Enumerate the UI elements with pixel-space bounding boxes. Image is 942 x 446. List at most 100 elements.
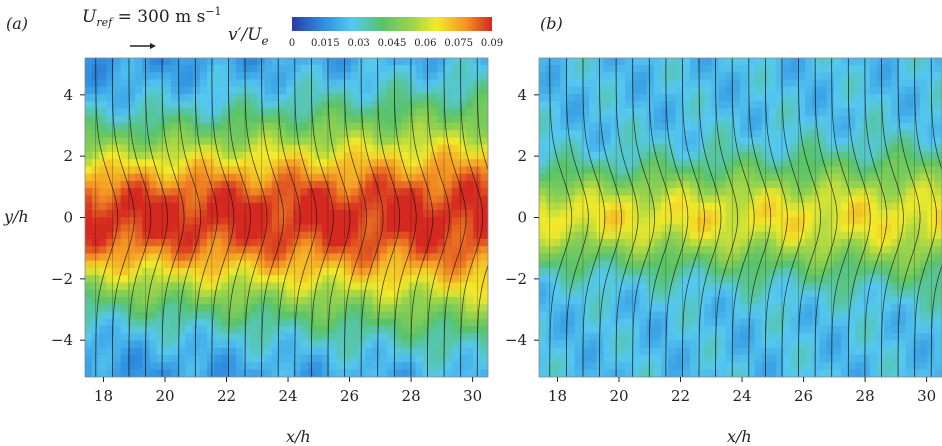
field-cell	[826, 108, 835, 117]
field-cell	[876, 202, 885, 211]
field-cell	[120, 347, 129, 356]
field-cell	[718, 188, 727, 197]
field-cell	[214, 180, 223, 189]
field-cell	[797, 347, 806, 356]
field-cell	[682, 72, 691, 81]
field-cell	[120, 101, 129, 110]
vector-profile	[294, 58, 318, 377]
field-cell	[214, 137, 223, 146]
field-cell	[120, 253, 129, 262]
field-cell	[329, 238, 338, 247]
field-cell	[199, 362, 208, 371]
field-cell	[207, 151, 215, 160]
field-cell	[250, 188, 259, 197]
field-cell	[329, 64, 338, 73]
field-cell	[343, 209, 352, 218]
field-cell	[99, 238, 107, 247]
field-cell	[797, 224, 806, 233]
field-cell	[697, 72, 705, 81]
field-cell	[804, 144, 813, 153]
field-cell	[581, 180, 590, 189]
field-cell	[350, 108, 359, 117]
field-cell	[113, 340, 122, 349]
field-cell	[646, 246, 655, 255]
field-cell	[358, 253, 366, 262]
field-cell	[898, 137, 907, 146]
field-cell	[156, 275, 165, 284]
field-cell	[898, 108, 907, 117]
field-cell	[596, 217, 605, 226]
field-cell	[617, 115, 626, 124]
field-cell	[761, 289, 770, 298]
field-cell	[458, 159, 467, 168]
field-cell	[401, 333, 410, 342]
field-cell	[869, 188, 878, 197]
field-cell	[797, 296, 806, 305]
field-cell	[639, 246, 648, 255]
field-cell	[171, 79, 179, 88]
field-cell	[639, 340, 648, 349]
field-cell	[574, 58, 583, 66]
field-cell	[603, 137, 612, 146]
field-cell	[466, 253, 474, 262]
field-cell	[185, 347, 194, 356]
field-cell	[415, 72, 424, 81]
field-cell	[761, 202, 770, 211]
field-cell	[855, 72, 864, 81]
field-cell	[725, 64, 734, 73]
field-cell	[632, 130, 641, 139]
field-cell	[192, 260, 201, 269]
field-cell	[221, 362, 230, 371]
field-cell	[99, 333, 107, 342]
field-cell	[740, 238, 748, 247]
field-cell	[221, 144, 230, 153]
field-cell	[207, 304, 215, 313]
field-cell	[444, 217, 453, 226]
field-cell	[912, 325, 921, 334]
field-cell	[740, 144, 748, 153]
field-cell	[343, 289, 352, 298]
field-cell	[783, 195, 792, 204]
field-cell	[156, 144, 165, 153]
field-cell	[221, 188, 230, 197]
field-cell	[207, 347, 215, 356]
field-cell	[840, 296, 849, 305]
field-cell	[725, 202, 734, 211]
field-cell	[761, 311, 770, 320]
field-cell	[365, 369, 374, 377]
field-cell	[113, 166, 122, 175]
field-cell	[235, 325, 244, 334]
field-cell	[437, 217, 446, 226]
field-cell	[386, 347, 395, 356]
field-cell	[142, 166, 151, 175]
field-cell	[797, 260, 806, 269]
field-cell	[135, 304, 143, 313]
field-cell	[912, 58, 921, 66]
field-cell	[401, 253, 410, 262]
field-cell	[228, 325, 237, 334]
field-cell	[596, 188, 605, 197]
field-cell	[135, 122, 143, 131]
field-cell	[408, 93, 417, 102]
field-cell	[689, 137, 698, 146]
field-cell	[250, 325, 259, 334]
field-cell	[553, 173, 561, 182]
field-cell	[300, 64, 309, 73]
field-cell	[697, 202, 705, 211]
field-cell	[754, 318, 763, 327]
field-cell	[185, 209, 194, 218]
field-cell	[661, 340, 669, 349]
field-cell	[430, 209, 438, 218]
field-cell	[350, 246, 359, 255]
field-cell	[480, 333, 488, 342]
field-cell	[293, 253, 302, 262]
field-cell	[257, 209, 266, 218]
field-cell	[768, 115, 777, 124]
field-cell	[307, 275, 316, 284]
field-cell	[617, 296, 626, 305]
field-cell	[243, 58, 251, 66]
field-cell	[401, 195, 410, 204]
field-cell	[300, 253, 309, 262]
field-cell	[840, 224, 849, 233]
field-cell	[394, 311, 402, 320]
